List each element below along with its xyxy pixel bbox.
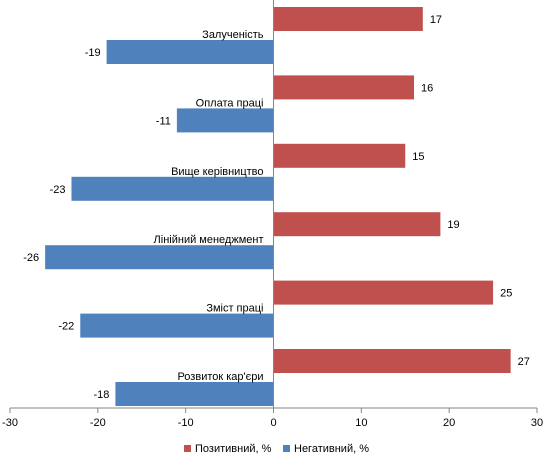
category-label: Залученість: [202, 29, 264, 41]
x-tick-label: 0: [270, 417, 276, 429]
data-label-negative: -26: [23, 252, 39, 264]
data-label-positive: 25: [500, 288, 512, 300]
bar-positive: [273, 143, 406, 168]
data-label-negative: -22: [58, 321, 74, 333]
x-tick-label: 20: [443, 417, 455, 429]
data-label-negative: -11: [156, 115, 171, 127]
data-label-positive: 17: [430, 14, 442, 26]
data-label-positive: 15: [412, 151, 424, 163]
bar-negative: [106, 40, 274, 64]
bar-positive: [273, 280, 494, 305]
bar-positive: [273, 7, 423, 31]
data-label-positive: 19: [447, 219, 459, 231]
bar-positive: [273, 212, 441, 237]
data-label-negative: -19: [85, 47, 101, 59]
data-label-negative: -18: [93, 389, 109, 401]
category-label: Зміст праці: [206, 303, 263, 315]
bar-negative: [115, 382, 274, 406]
bar-positive: [273, 75, 415, 100]
x-tick-label: 30: [531, 417, 543, 429]
legend-swatch-negative: [283, 445, 290, 452]
legend-label-negative: Негативний, %: [294, 443, 369, 455]
bar-negative: [45, 245, 274, 270]
x-tick-label: -10: [178, 417, 194, 429]
x-tick-label: 10: [355, 417, 367, 429]
x-tick-label: -30: [2, 417, 18, 429]
legend: Позитивний, % Негативний, %: [184, 443, 369, 455]
plot-area: 17 -19 Залученість 16 -11 Оплата праці 15 -23 Ви…: [23, 7, 530, 406]
data-label-positive: 16: [421, 82, 433, 94]
x-tick-label: -20: [90, 417, 106, 429]
bar-negative: [71, 176, 274, 201]
legend-swatch-positive: [184, 445, 191, 452]
bar-positive: [273, 349, 511, 373]
category-label: Оплата праці: [196, 97, 264, 109]
category-label: Вище керівництво: [171, 166, 263, 178]
legend-label-positive: Позитивний, %: [195, 443, 272, 455]
bar-negative: [80, 313, 274, 338]
data-label-positive: 27: [518, 356, 530, 368]
x-axis: -30 -20 -10 0 10 20 30: [2, 0, 543, 429]
bar-negative: [176, 108, 274, 133]
category-label: Лінійний менеджмент: [154, 234, 264, 246]
data-label-negative: -23: [50, 184, 66, 196]
category-label: Розвиток кар'єри: [177, 371, 263, 383]
